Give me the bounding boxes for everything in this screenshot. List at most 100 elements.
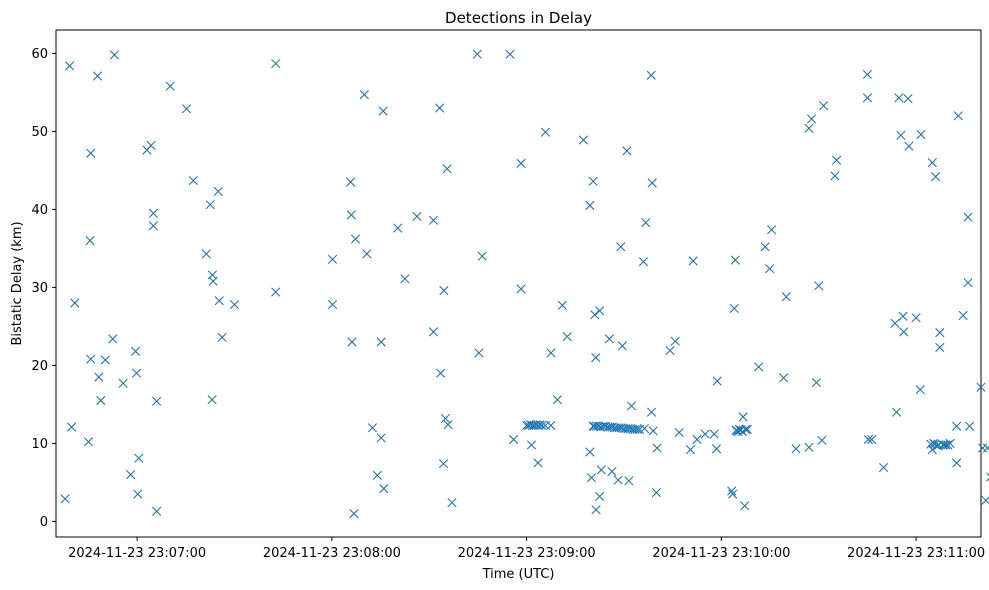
data-point — [670, 336, 680, 346]
data-point — [634, 424, 645, 434]
data-point — [982, 443, 989, 453]
x-tick-label: 2024-11-23 23:10:00 — [652, 546, 790, 561]
data-point — [362, 249, 372, 259]
data-point — [830, 171, 840, 181]
data-point — [915, 384, 925, 395]
data-point — [412, 211, 422, 222]
data-point — [892, 407, 902, 417]
data-point — [898, 311, 908, 321]
data-point — [146, 140, 156, 151]
data-point — [435, 103, 445, 113]
x-axis-ticks: 2024-11-23 23:07:00 2024-11-23 23:08:00 20… — [68, 537, 985, 561]
data-point — [935, 342, 945, 353]
data-point — [727, 486, 737, 496]
y-axis-ticks: 0 10 20 30 40 50 60 — [31, 47, 56, 530]
data-point — [535, 420, 545, 430]
data-point — [904, 141, 914, 151]
data-point — [595, 491, 605, 502]
data-point — [208, 276, 218, 286]
data-point — [619, 423, 629, 434]
data-point — [831, 155, 842, 165]
data-point — [648, 426, 658, 436]
data-point — [981, 495, 989, 505]
y-tick-label: 0 — [40, 515, 48, 530]
data-point — [728, 489, 738, 499]
y-tick-label: 30 — [31, 281, 48, 296]
data-point — [83, 437, 94, 447]
data-point — [472, 49, 482, 59]
data-point — [546, 420, 556, 431]
data-point — [926, 439, 936, 449]
data-point — [271, 58, 281, 69]
data-point — [646, 70, 656, 80]
data-point — [378, 106, 388, 116]
data-point — [118, 378, 128, 388]
data-point — [440, 413, 451, 424]
data-point — [65, 61, 75, 71]
data-point — [346, 177, 356, 187]
data-point — [148, 221, 158, 231]
data-point — [616, 242, 626, 252]
data-point — [474, 348, 484, 358]
data-point — [359, 90, 369, 100]
data-point — [916, 129, 926, 140]
data-point — [760, 242, 770, 252]
data-point — [624, 476, 634, 486]
y-axis-label: Bistatic Delay (km) — [10, 221, 25, 345]
data-point — [730, 255, 740, 265]
y-tick-label: 20 — [31, 359, 48, 374]
data-point — [976, 382, 986, 392]
data-point — [96, 395, 106, 406]
data-point — [526, 440, 537, 450]
plot-frame — [55, 29, 982, 538]
data-point — [879, 462, 889, 473]
data-point — [685, 445, 696, 455]
data-point — [516, 158, 526, 168]
data-point — [537, 420, 547, 431]
data-point — [86, 148, 96, 158]
data-point — [109, 50, 120, 60]
data-point — [213, 186, 223, 197]
data-point — [867, 434, 877, 445]
data-point — [622, 146, 632, 156]
data-point — [188, 175, 198, 186]
data-point — [428, 215, 439, 225]
data-point — [442, 164, 452, 174]
data-point — [646, 407, 657, 417]
data-point — [734, 424, 744, 434]
data-point — [754, 362, 764, 372]
data-point — [347, 337, 357, 347]
data-point — [934, 440, 944, 450]
data-point — [738, 412, 748, 422]
data-point — [941, 440, 951, 450]
data-point — [152, 506, 162, 516]
data-point — [134, 453, 144, 463]
data-point — [217, 332, 227, 342]
data-point — [740, 501, 750, 511]
chart-title: Detections in Delay — [445, 9, 592, 27]
data-point — [100, 355, 110, 365]
data-point — [130, 346, 141, 356]
data-point — [108, 334, 118, 344]
data-point — [899, 327, 909, 337]
x-axis-label: Time (UTC) — [482, 567, 555, 582]
data-point — [779, 373, 789, 383]
data-markers — [60, 49, 989, 519]
data-point — [595, 306, 605, 316]
data-point — [963, 212, 973, 222]
data-point — [148, 208, 158, 218]
data-point — [927, 158, 937, 168]
data-point — [505, 49, 515, 59]
data-point — [181, 104, 192, 114]
data-point — [552, 395, 563, 405]
data-point — [92, 71, 103, 81]
data-point — [133, 489, 143, 499]
data-point — [804, 123, 814, 133]
data-point — [890, 318, 900, 328]
data-point — [665, 345, 675, 356]
data-point — [692, 434, 702, 445]
data-point — [346, 210, 356, 220]
data-point — [604, 334, 614, 344]
data-point — [767, 225, 777, 235]
data-point — [438, 459, 449, 469]
